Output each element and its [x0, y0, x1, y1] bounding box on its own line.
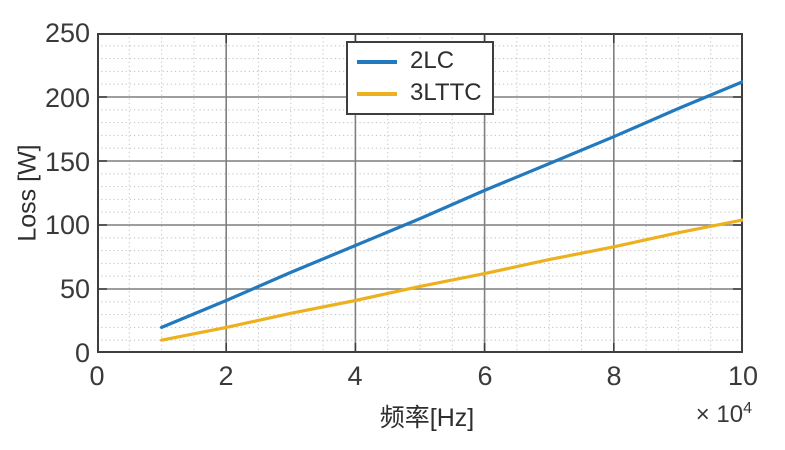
legend-item-3lttc: 3LTTC: [348, 81, 492, 107]
x-tick-label-0: 0: [89, 361, 105, 391]
legend-label-2lc: 2LC: [410, 47, 455, 74]
exponent-power: 4: [743, 400, 752, 417]
y-tick-label-0: 0: [74, 338, 90, 368]
legend-line-sample-2lc: [357, 60, 397, 64]
x-tick-label-10: 10: [727, 361, 759, 391]
legend-item-2lc: 2LC: [348, 49, 492, 75]
x-tick-label-2: 2: [218, 361, 234, 391]
exponent-base: × 10: [695, 401, 744, 428]
y-tick-label-50: 50: [59, 274, 90, 304]
x-tick-label-6: 6: [477, 361, 493, 391]
y-axis-label: Loss [W]: [13, 144, 42, 242]
plot-area: 2LC 3LTTC: [97, 33, 743, 353]
legend: 2LC 3LTTC: [346, 41, 494, 115]
x-axis-exponent: × 104: [600, 401, 752, 429]
legend-line-sample-3lttc: [357, 92, 397, 96]
y-tick-label-100: 100: [44, 210, 90, 240]
y-tick-label-250: 250: [44, 18, 90, 48]
y-tick-label-150: 150: [44, 147, 90, 177]
x-axis-label: 频率[Hz]: [379, 404, 475, 432]
plot-canvas: [97, 33, 743, 353]
y-tick-label-200: 200: [44, 83, 90, 113]
x-tick-label-8: 8: [606, 361, 622, 391]
legend-label-3lttc: 3LTTC: [410, 79, 482, 106]
x-tick-label-4: 4: [347, 361, 363, 391]
